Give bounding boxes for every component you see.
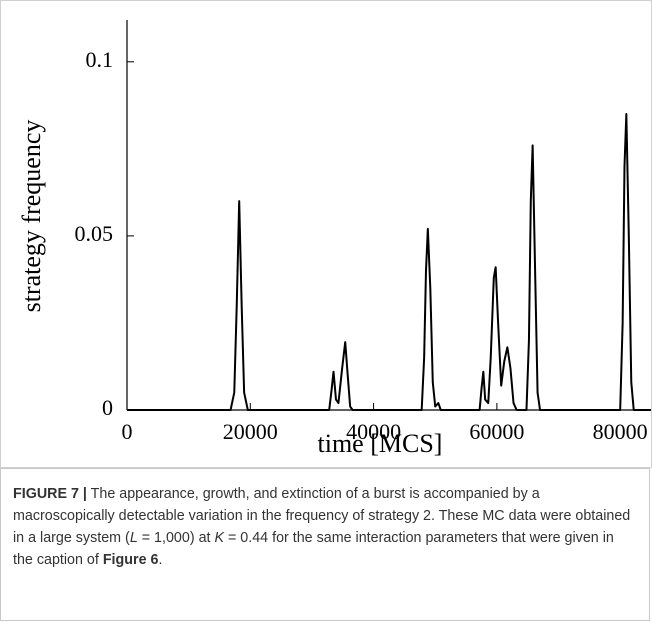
y-tick-label: 0.05 [75,221,114,246]
x-tick-label: 0 [122,419,133,444]
y-tick-label: 0.1 [86,47,114,72]
caption-ref: Figure 6 [102,552,159,568]
chart: time [MCS] strategy frequency 0 0.05 0.1 0 2… [0,0,652,468]
x-tick-label: 20000 [223,419,278,444]
y-axis-label: strategy frequency [17,120,46,313]
caption-label: FIGURE 7 | [13,486,87,502]
caption-text: = 1,000) at [137,530,215,546]
x-tick-label: 40000 [346,419,401,444]
data-line [127,113,651,411]
x-tick-label: 60000 [469,419,524,444]
caption-text: The appearance, growth, and extinction o… [13,486,631,546]
x-tick-label: 80000 [593,419,648,444]
caption-text: = 0.44 for the same interaction paramete… [13,530,614,568]
y-tick-label: 0 [102,395,113,420]
x-axis-label: time [MCS] [318,429,443,458]
caption: FIGURE 7 | The appearance, growth, and e… [0,468,650,621]
caption-text: . [158,552,163,568]
caption-var: L [129,530,138,546]
caption-var: K [214,530,225,546]
